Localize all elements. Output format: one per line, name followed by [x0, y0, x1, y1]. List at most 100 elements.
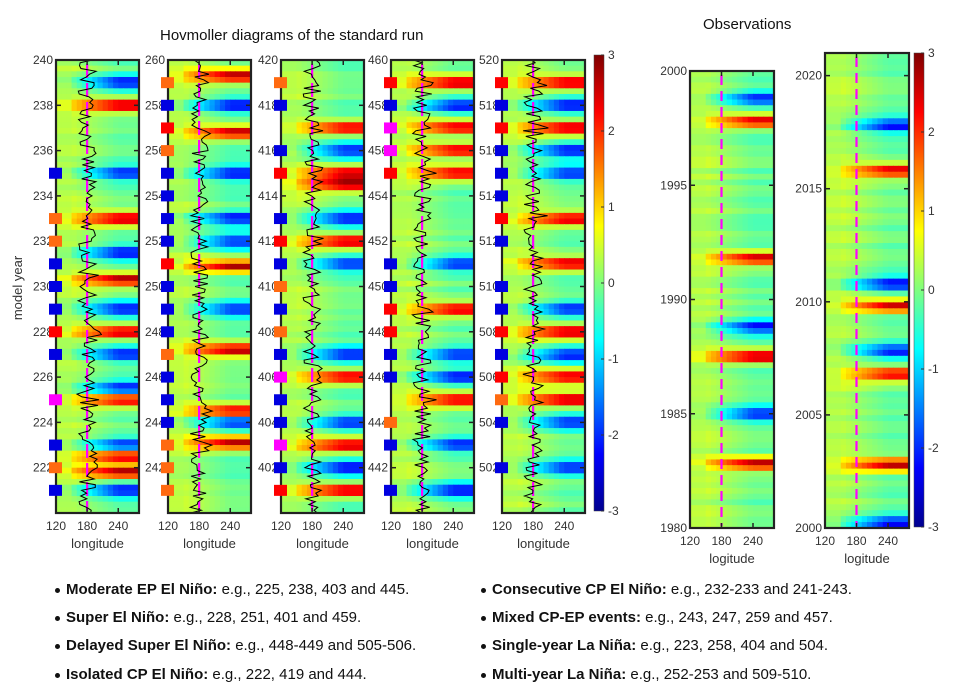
heat-cell	[219, 428, 226, 435]
heat-cell	[230, 65, 237, 72]
heat-cell	[396, 269, 402, 276]
heat-cell	[81, 173, 88, 180]
heat-cell	[437, 388, 444, 395]
heat-cell	[123, 161, 130, 169]
heat-cell	[463, 167, 470, 174]
heat-cell	[61, 144, 67, 152]
heat-cell	[61, 360, 67, 367]
heat-cell	[291, 269, 298, 276]
heat-cell	[411, 76, 418, 84]
heat-cell	[442, 360, 449, 367]
heat-cell	[128, 156, 135, 163]
heat-cell	[113, 76, 119, 84]
heat-cell	[332, 60, 339, 67]
heat-cell	[463, 354, 470, 361]
heat-cell	[396, 76, 402, 84]
heat-cell	[173, 297, 179, 305]
heat-cell	[173, 150, 179, 157]
heat-cell	[113, 156, 119, 163]
heat-cell	[317, 65, 324, 72]
heat-cell	[396, 190, 402, 197]
heat-cell	[458, 212, 465, 220]
x-tick-label: 120	[158, 519, 178, 533]
heat-cell	[199, 314, 205, 322]
heat-cell	[97, 320, 104, 327]
heat-cell	[312, 139, 318, 146]
heat-cell	[183, 422, 190, 429]
heat-cell	[416, 371, 423, 378]
heat-cell	[235, 399, 242, 407]
heat-cell	[118, 365, 125, 373]
heat-cell	[458, 382, 465, 390]
heat-cell	[406, 269, 413, 276]
heat-cell	[235, 167, 242, 174]
heat-cell	[123, 297, 130, 305]
heat-cell	[468, 144, 475, 152]
heat-cell	[332, 377, 339, 384]
heat-cell	[301, 501, 308, 508]
heat-cell	[332, 218, 339, 225]
heat-cell	[61, 60, 67, 67]
heat-cell	[199, 116, 205, 123]
heat-cell	[286, 150, 292, 157]
heat-cell	[118, 116, 125, 123]
heat-cell	[458, 252, 465, 259]
heat-cell	[332, 280, 339, 288]
heat-cell	[245, 377, 252, 384]
heat-cell	[327, 263, 334, 271]
heat-cell	[230, 382, 237, 390]
heat-cell	[188, 184, 195, 191]
heat-cell	[391, 60, 397, 67]
heat-cell	[332, 479, 339, 486]
heat-cell	[358, 224, 365, 231]
chart-title: Hovmoller diagrams of the standard run	[160, 27, 424, 44]
heat-cell	[422, 320, 428, 327]
heat-cell	[306, 224, 313, 231]
heat-cell	[286, 167, 292, 174]
heat-cell	[338, 127, 344, 135]
heat-cell	[76, 433, 83, 440]
y-tick-label: 404	[258, 415, 278, 429]
heat-cell	[343, 167, 350, 174]
heat-cell	[230, 167, 237, 174]
heat-cell	[401, 207, 408, 214]
heat-cell	[301, 173, 308, 180]
heat-cell	[173, 178, 179, 186]
heat-cell	[71, 60, 78, 67]
heat-cell	[437, 76, 444, 84]
heat-cell	[193, 167, 200, 174]
heat-cell	[322, 71, 329, 78]
heat-cell	[458, 292, 465, 299]
heat-cell	[327, 144, 334, 152]
heat-cell	[113, 354, 119, 361]
heat-cell	[453, 292, 460, 299]
heat-cell	[353, 450, 360, 457]
heat-cell	[401, 331, 408, 339]
heat-cell	[416, 127, 423, 135]
heat-cell	[411, 161, 418, 169]
heat-cell	[193, 360, 200, 367]
heat-cell	[61, 190, 67, 197]
heat-cell	[468, 354, 475, 361]
heat-cell	[406, 263, 413, 271]
heat-cell	[81, 331, 88, 339]
heat-cell	[348, 371, 355, 378]
heat-cell	[427, 190, 434, 197]
heat-cell	[296, 105, 303, 112]
heat-cell	[168, 269, 174, 276]
heat-cell	[76, 76, 83, 84]
heat-cell	[411, 127, 418, 135]
heat-cell	[343, 496, 350, 503]
heat-cell	[301, 462, 308, 469]
heat-cell	[199, 212, 205, 220]
heat-cell	[306, 286, 313, 293]
heat-cell	[81, 507, 88, 514]
heat-cell	[453, 258, 460, 265]
heat-cell	[193, 161, 200, 169]
heat-cell	[87, 399, 93, 407]
heat-cell	[102, 71, 109, 78]
heat-cell	[416, 65, 423, 72]
heat-cell	[204, 314, 211, 322]
heat-cell	[113, 433, 119, 440]
heat-cell	[214, 388, 221, 395]
